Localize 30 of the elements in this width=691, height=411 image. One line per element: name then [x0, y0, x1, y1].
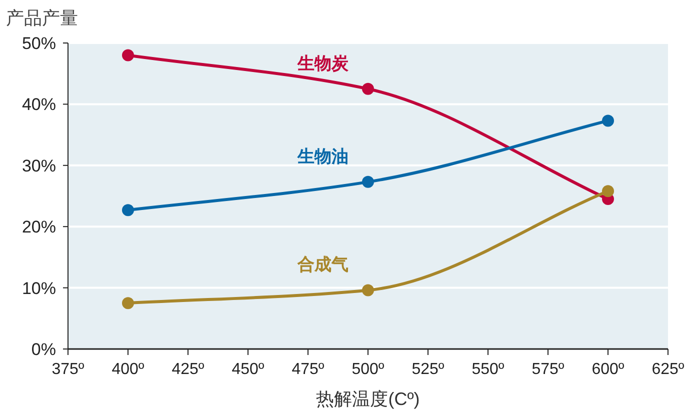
point — [362, 176, 374, 188]
y-axis-title: 产品产量 — [6, 8, 78, 28]
point — [122, 204, 134, 216]
series-label: 生物油 — [296, 146, 348, 166]
y-tick-label: 30% — [22, 156, 56, 176]
point — [602, 114, 614, 127]
x-tick-label: 550º — [472, 361, 504, 378]
point — [122, 49, 134, 62]
y-tick-label: 50% — [22, 34, 56, 53]
point — [122, 297, 134, 310]
x-tick-label: 400º — [112, 361, 144, 378]
x-axis-title: 热解温度(Cº) — [316, 389, 420, 409]
point — [602, 185, 614, 198]
y-tick-label: 10% — [22, 278, 56, 298]
x-tick-label: 450º — [232, 361, 264, 378]
y-tick-label: 40% — [22, 95, 56, 114]
point — [362, 284, 374, 296]
x-tick-label: 425º — [172, 361, 204, 378]
x-tick-label: 475º — [292, 361, 324, 378]
x-tick-label: 375º — [52, 361, 84, 378]
x-tick-label: 600º — [592, 361, 624, 378]
y-tick-label: 0% — [31, 340, 56, 359]
series-label: 合成气 — [296, 255, 348, 274]
series-label: 生物炭 — [296, 54, 350, 73]
y-tick-label: 20% — [22, 218, 56, 237]
x-tick-label: 625º — [652, 361, 684, 378]
x-tick-label: 575º — [532, 361, 564, 378]
x-tick-label: 525º — [412, 361, 444, 378]
x-tick-label: 500º — [352, 361, 384, 378]
point — [362, 82, 374, 95]
